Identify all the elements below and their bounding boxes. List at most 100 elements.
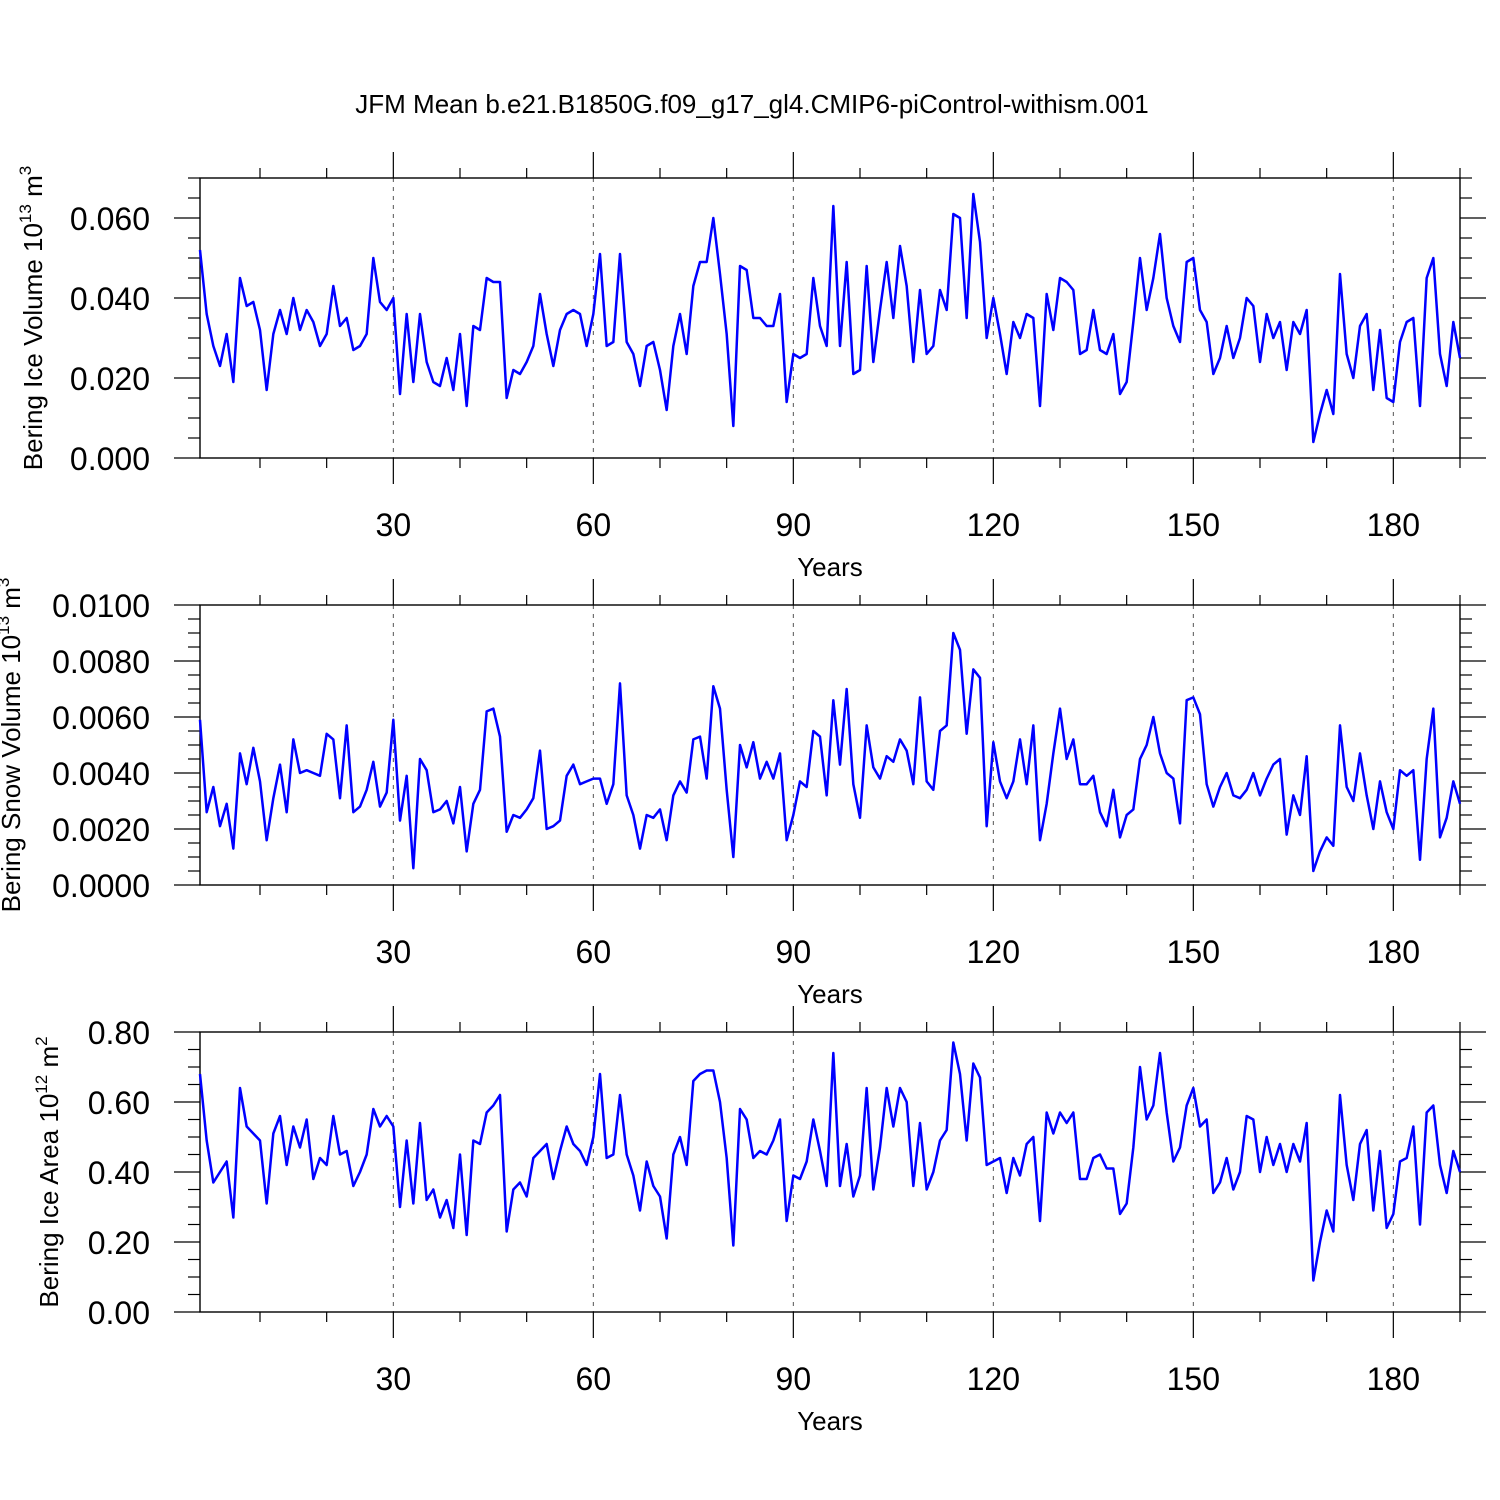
- data-point: [693, 739, 695, 741]
- data-point: [1093, 1157, 1095, 1159]
- data-point: [1193, 1087, 1195, 1089]
- data-point: [573, 764, 575, 766]
- data-point: [959, 1073, 961, 1075]
- data-point: [906, 750, 908, 752]
- data-point: [646, 1161, 648, 1163]
- data-point: [1413, 317, 1415, 319]
- data-point: [419, 1122, 421, 1124]
- data-point: [1273, 764, 1275, 766]
- data-point: [606, 345, 608, 347]
- data-point: [426, 1199, 428, 1201]
- data-point: [1119, 837, 1121, 839]
- data-point: [1233, 795, 1235, 797]
- data-point: [1066, 758, 1068, 760]
- data-point: [1219, 357, 1221, 359]
- data-point: [1279, 758, 1281, 760]
- data-point: [993, 741, 995, 743]
- data-point: [526, 361, 528, 363]
- data-point: [1439, 1164, 1441, 1166]
- y-tick-label: 0.0060: [52, 700, 150, 736]
- data-point: [1326, 837, 1328, 839]
- data-point: [1199, 1126, 1201, 1128]
- data-point: [1339, 725, 1341, 727]
- data-point: [1206, 321, 1208, 323]
- data-point: [339, 797, 341, 799]
- data-point: [1026, 313, 1028, 315]
- data-point: [1353, 800, 1355, 802]
- data-point: [953, 1042, 955, 1044]
- data-point: [453, 1227, 455, 1229]
- data-point: [1186, 699, 1188, 701]
- data-point: [293, 297, 295, 299]
- data-point: [1366, 1129, 1368, 1131]
- data-point: [1233, 357, 1235, 359]
- data-point: [246, 1126, 248, 1128]
- data-point: [819, 736, 821, 738]
- data-point: [893, 761, 895, 763]
- data-point: [1126, 1203, 1128, 1205]
- data-point: [573, 1143, 575, 1145]
- data-point: [626, 341, 628, 343]
- data-point: [673, 1154, 675, 1156]
- data-point: [1006, 373, 1008, 375]
- data-point: [339, 325, 341, 327]
- data-point: [1346, 353, 1348, 355]
- data-point: [693, 285, 695, 287]
- data-point: [786, 839, 788, 841]
- data-point: [1106, 1168, 1108, 1170]
- data-point: [1453, 1150, 1455, 1152]
- data-point: [393, 1126, 395, 1128]
- panel-ice-volume: 30 60 90 120 150 180 Years 0.000 0.020 0.040 0.060…: [16, 152, 1486, 582]
- data-point: [1253, 1119, 1255, 1121]
- data-point: [879, 1147, 881, 1149]
- data-point: [333, 285, 335, 287]
- data-point: [773, 1140, 775, 1142]
- data-point: [1433, 708, 1435, 710]
- y-axis-title-unit-exponent: 3: [16, 166, 35, 175]
- data-point: [839, 764, 841, 766]
- data-point: [526, 1196, 528, 1198]
- data-point: [779, 753, 781, 755]
- data-point: [566, 313, 568, 315]
- data-point: [1319, 413, 1321, 415]
- data-point: [1393, 828, 1395, 830]
- data-point: [819, 1150, 821, 1152]
- data-point: [1306, 755, 1308, 757]
- data-point: [559, 1150, 561, 1152]
- data-point: [1019, 337, 1021, 339]
- data-point: [326, 1164, 328, 1166]
- data-point: [1013, 781, 1015, 783]
- data-point: [653, 341, 655, 343]
- data-point: [413, 381, 415, 383]
- data-point: [1346, 786, 1348, 788]
- data-point: [406, 1140, 408, 1142]
- y-tick-label: 0.20: [88, 1225, 150, 1261]
- data-point: [739, 265, 741, 267]
- data-point: [526, 809, 528, 811]
- data-point: [1206, 783, 1208, 785]
- data-point: [666, 409, 668, 411]
- data-point: [353, 1185, 355, 1187]
- data-point: [933, 1171, 935, 1173]
- data-point: [773, 778, 775, 780]
- data-point: [1133, 321, 1135, 323]
- data-point: [646, 345, 648, 347]
- data-point: [1379, 781, 1381, 783]
- series-line: [198, 1041, 1462, 1282]
- data-point: [966, 733, 968, 735]
- data-point: [1273, 1164, 1275, 1166]
- data-point: [1146, 309, 1148, 311]
- data-point: [513, 369, 515, 371]
- data-point: [1086, 349, 1088, 351]
- data-point: [606, 803, 608, 805]
- data-point: [746, 1119, 748, 1121]
- data-point: [1086, 783, 1088, 785]
- data-point: [546, 828, 548, 830]
- data-point: [1146, 1119, 1148, 1121]
- data-point: [979, 1077, 981, 1079]
- data-point: [873, 361, 875, 363]
- data-point: [833, 205, 835, 207]
- data-point: [633, 353, 635, 355]
- data-point: [539, 293, 541, 295]
- data-point: [1353, 377, 1355, 379]
